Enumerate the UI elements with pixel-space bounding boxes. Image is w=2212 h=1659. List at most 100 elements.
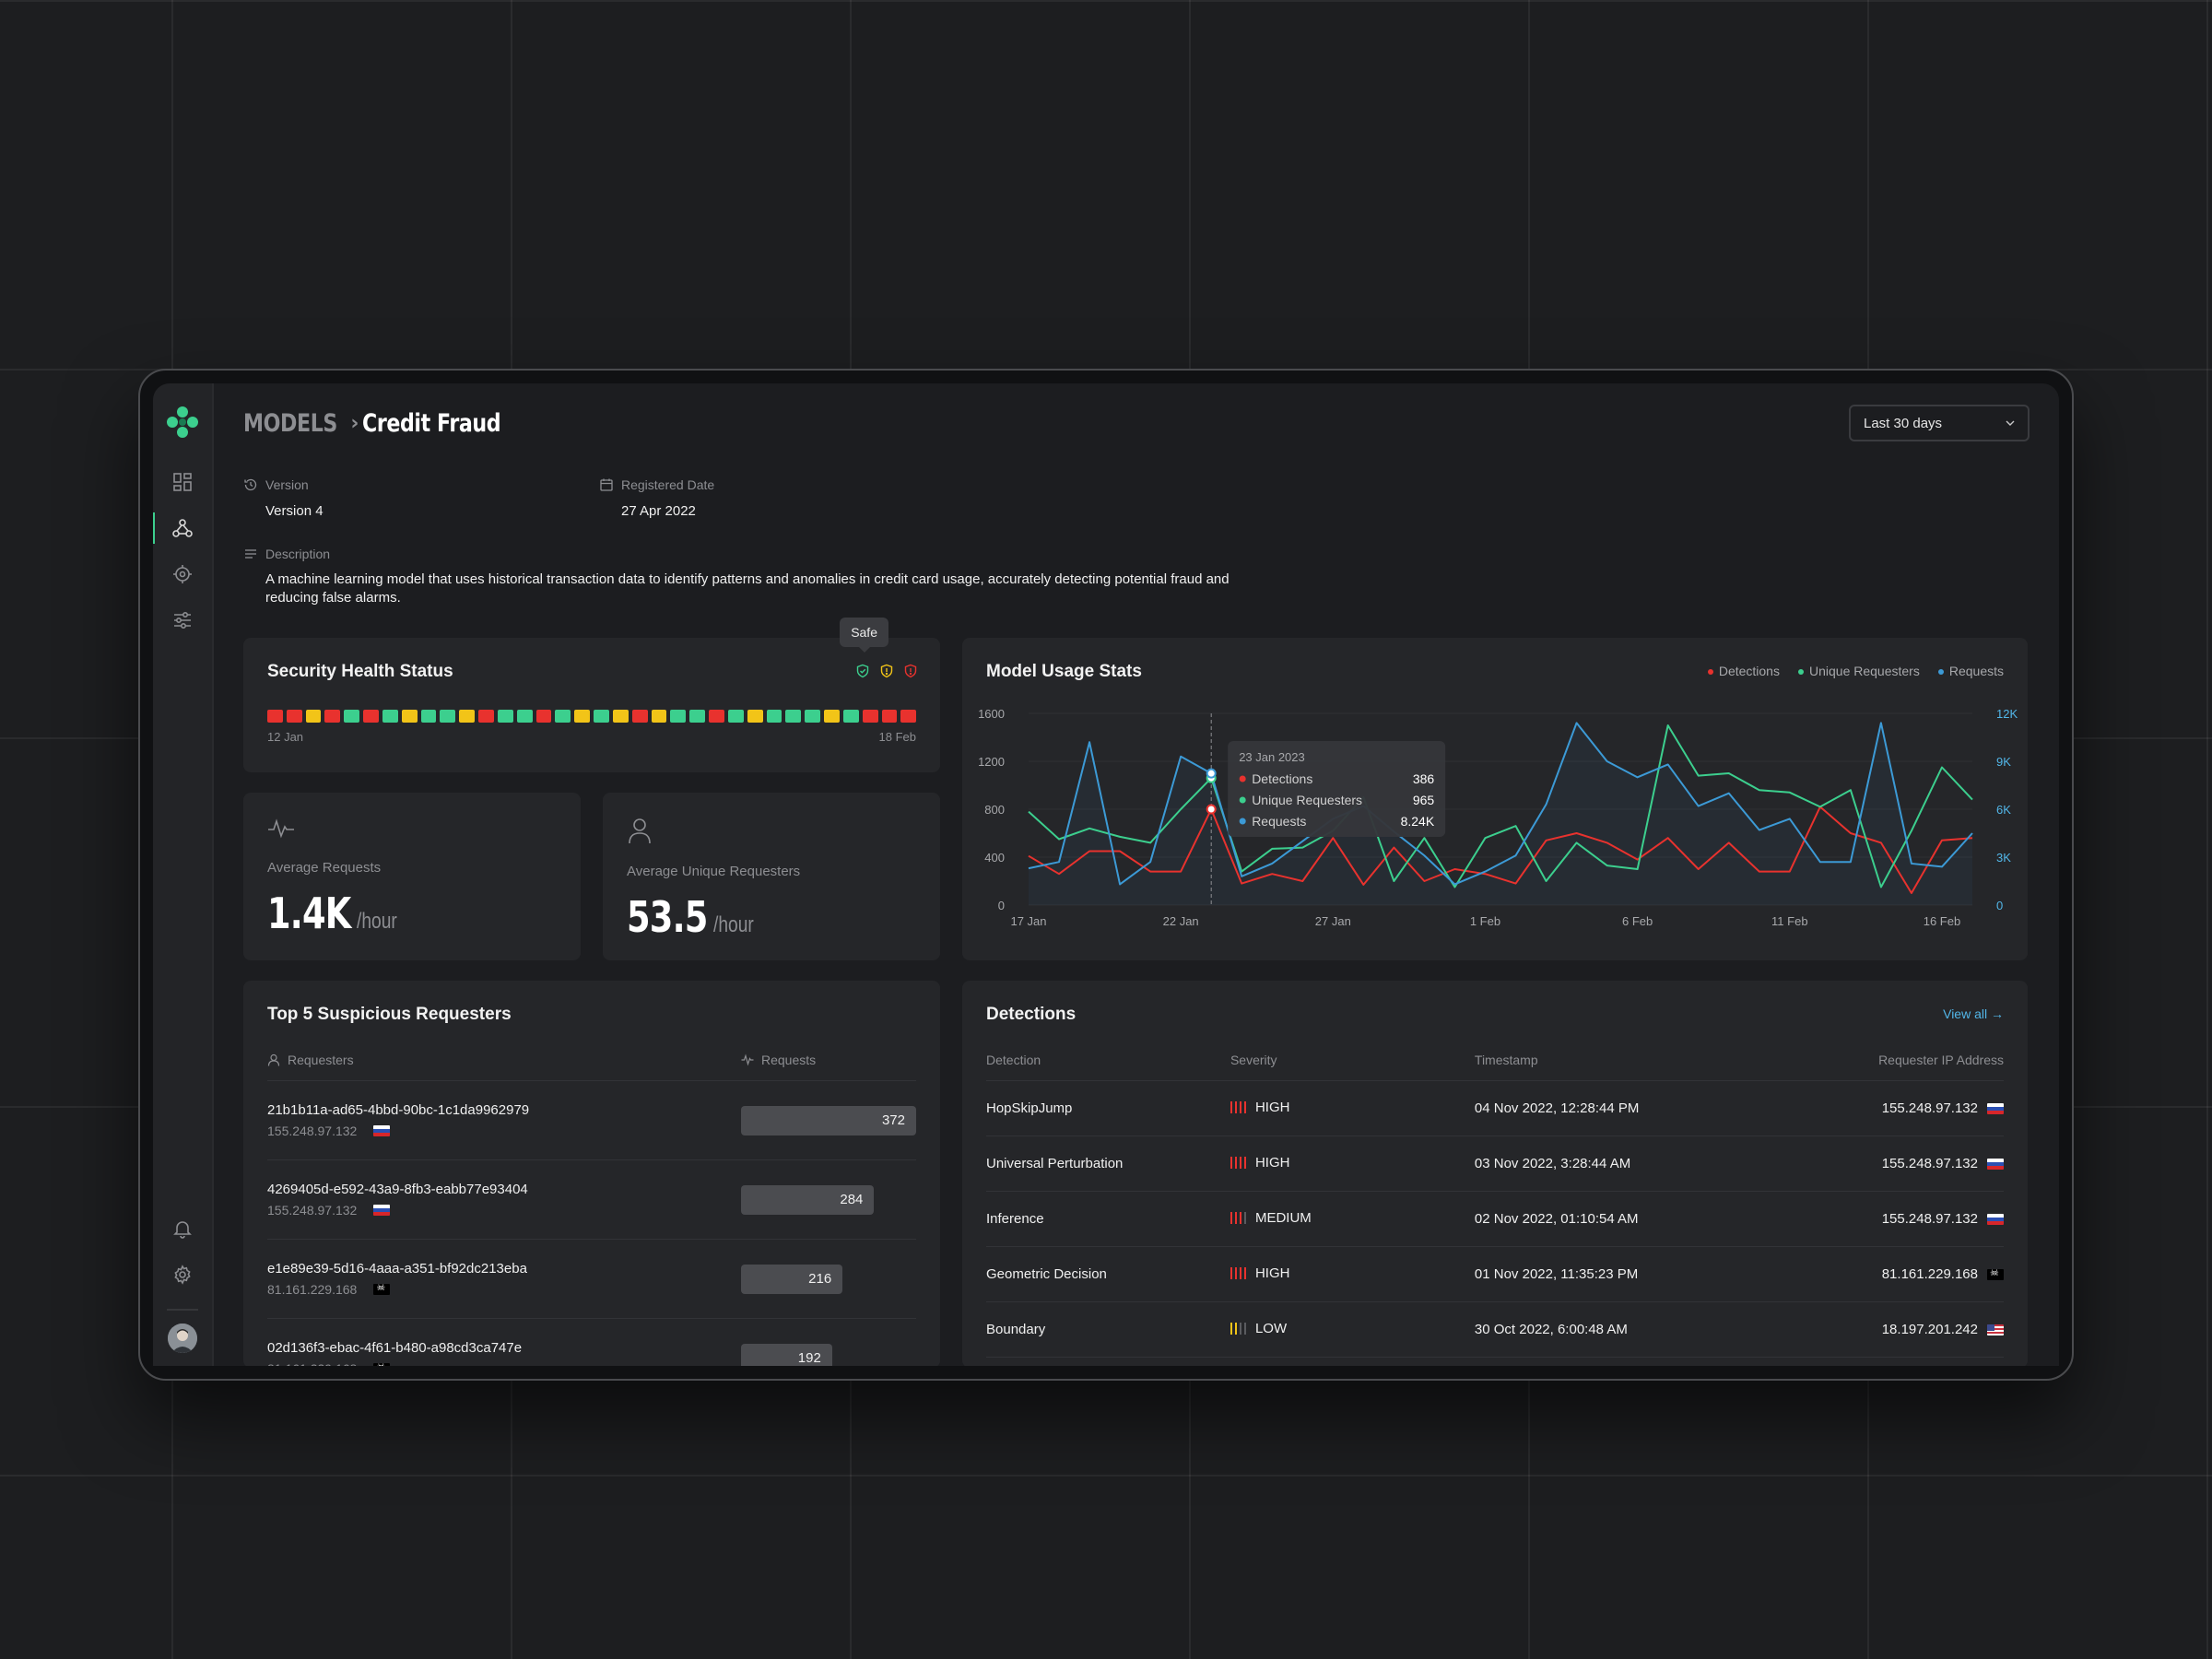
breadcrumb-parent[interactable]: MODELS [243,408,337,438]
table-row[interactable]: Geometric Decision HIGH 01 Nov 2022, 11:35… [986,1246,2004,1302]
requester-id[interactable]: 21b1b11a-ad65-4bbd-90bc-1c1da9962979 [267,1102,530,1118]
table-row[interactable]: HopSkipJump HIGH 04 Nov 2022, 12:28:44 PM 1… [986,1080,2004,1136]
detection-name[interactable]: Universal Perturbation [986,1135,1230,1192]
requester-ip: 155.248.97.132 [1881,1211,1978,1227]
health-block[interactable] [535,710,552,723]
health-block[interactable] [612,710,629,723]
x-tick: 16 Feb [1924,914,1960,928]
legend-detections[interactable]: Detections [1707,664,1780,678]
health-block[interactable] [805,710,821,723]
sidebar [153,383,214,1366]
health-block[interactable] [709,710,724,723]
detections-card: Detections View all → Detection Severity… [962,981,2028,1366]
health-status-icons [855,664,918,678]
health-block[interactable] [574,710,591,723]
health-block[interactable] [766,710,782,723]
health-block[interactable] [497,710,513,723]
health-block[interactable] [420,710,437,723]
health-block[interactable] [900,710,917,723]
security-health-card: Security Health Status Safe 12 Jan 18 Fe… [243,618,940,772]
detection-name[interactable]: Boundary [986,1301,1230,1358]
suspicious-list: 21b1b11a-ad65-4bbd-90bc-1c1da9962979 155.… [267,1081,916,1366]
activity-icon [268,818,294,839]
table-row[interactable]: Universal Perturbation HIGH 03 Nov 2022, 3… [986,1135,2004,1192]
table-row[interactable]: Inference MEDIUM 02 Nov 2022, 01:10:54 AM 1… [986,1191,2004,1247]
health-block[interactable] [824,710,840,723]
legend-unique-requesters[interactable]: Unique Requesters [1797,664,1920,678]
x-tick: 22 Jan [1163,914,1199,928]
page-title: Credit Fraud [361,408,501,438]
health-block[interactable] [267,710,283,723]
health-block[interactable] [785,710,802,723]
avg-unique-value: 53.5 [627,892,708,942]
health-block[interactable] [382,710,398,723]
health-block[interactable] [862,710,878,723]
col-timestamp[interactable]: Timestamp [1474,1053,1781,1081]
y-tick-right: 0 [1996,899,2003,912]
health-block[interactable] [363,710,379,723]
health-block[interactable] [459,710,476,723]
requester-id[interactable]: 4269405d-e592-43a9-8fb3-eabb77e93404 [267,1182,528,1197]
gear-icon[interactable] [153,1252,213,1298]
health-block[interactable] [344,710,360,723]
health-timeline [267,710,917,723]
health-block[interactable] [670,710,687,723]
col-severity[interactable]: Severity [1230,1053,1475,1081]
health-block[interactable] [842,710,859,723]
requester-id[interactable]: e1e89e39-5d16-4aaa-a351-bf92dc213eba [267,1261,527,1277]
health-block[interactable] [324,710,341,723]
health-block[interactable] [747,710,763,723]
health-block[interactable] [881,710,898,723]
y-tick-right: 3K [1996,851,2011,865]
health-block[interactable] [305,710,322,723]
date-range-select[interactable]: Last 30 days [1849,405,2030,441]
health-block[interactable] [478,710,494,723]
shield-alert-icon[interactable] [903,664,918,678]
health-block[interactable] [689,710,706,723]
target-icon[interactable] [153,551,213,597]
table-row[interactable]: e1e89e39-5d16-4aaa-a351-bf92dc213eba 81.1… [267,1240,916,1319]
col-requests[interactable]: Requests [761,1053,817,1067]
health-block[interactable] [594,710,609,723]
usage-chart[interactable]: 0 0 400 3K 800 6K 1200 9K 1600 12K 17 Jan 22 Jan 27 … [962,693,2028,960]
date-range-value: Last 30 days [1864,415,1943,431]
legend-requests[interactable]: Requests [1937,664,2004,678]
dashboard-icon[interactable] [153,459,213,505]
detection-name[interactable]: Geometric Decision [986,1246,1230,1302]
col-requesters[interactable]: Requesters [288,1053,354,1067]
sliders-icon[interactable] [153,597,213,643]
safe-tooltip: Safe [840,618,888,653]
health-block[interactable] [631,710,648,723]
series-line-requests [1028,722,1973,886]
y-tick-right: 9K [1996,755,2011,769]
description: Description A machine learning model tha… [243,547,2030,607]
detection-name[interactable]: Inference [986,1191,1230,1247]
detection-name[interactable]: HopSkipJump [986,1080,1230,1136]
table-row[interactable]: 4269405d-e592-43a9-8fb3-eabb77e93404 155.… [267,1160,916,1240]
table-row[interactable]: Boundary LOW 30 Oct 2022, 6:00:48 AM 18.197… [986,1301,2004,1358]
health-block[interactable] [286,710,302,723]
table-row[interactable]: 02d136f3-ebac-4f61-b480-a98cd3ca747e 81.1… [267,1319,916,1366]
health-block[interactable] [516,710,533,723]
requester-id[interactable]: 02d136f3-ebac-4f61-b480-a98cd3ca747e [267,1340,523,1356]
table-row[interactable]: 21b1b11a-ad65-4bbd-90bc-1c1da9962979 155.… [267,1081,916,1160]
health-block[interactable] [440,710,456,723]
models-icon[interactable] [153,505,213,551]
shield-check-icon[interactable] [855,664,870,678]
app-logo[interactable] [166,406,199,439]
version-label: Version [265,477,309,492]
avatar[interactable] [168,1324,197,1353]
view-all-link[interactable]: View all → [1943,1006,2004,1021]
shield-warning-icon[interactable] [879,664,894,678]
severity-label: MEDIUM [1254,1210,1312,1226]
col-detection[interactable]: Detection [986,1053,1230,1081]
health-block[interactable] [727,710,744,723]
health-block[interactable] [555,710,571,723]
hover-point [1206,804,1217,815]
requests-area [1029,723,1972,905]
breadcrumb: MODELS › Credit Fraud [243,409,531,438]
bell-icon[interactable] [153,1206,213,1252]
health-block[interactable] [651,710,667,723]
health-block[interactable] [401,710,418,723]
col-ip[interactable]: Requester IP Address [1780,1053,2004,1081]
